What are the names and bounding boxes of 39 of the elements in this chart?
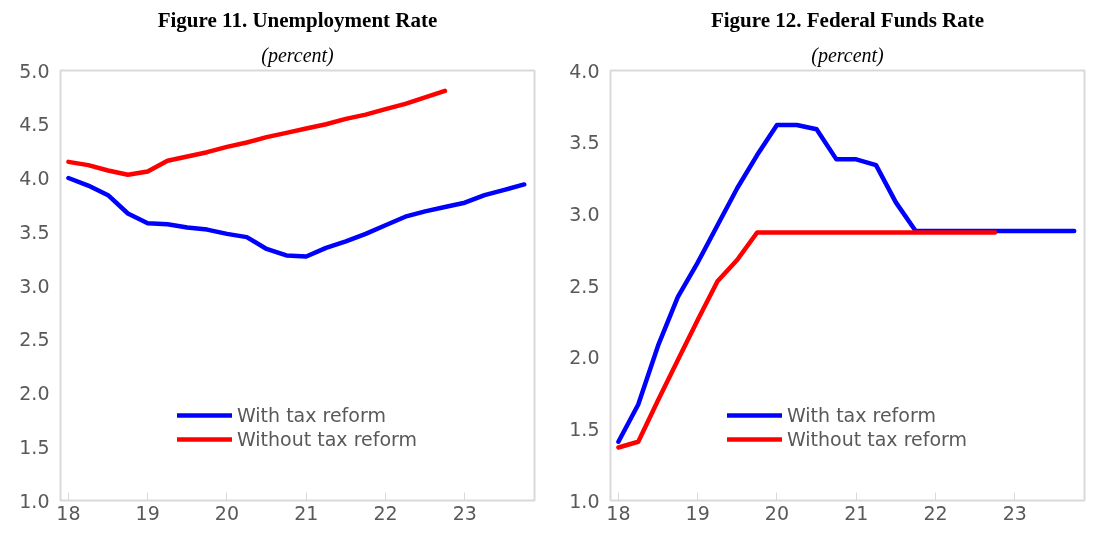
y-tick-label: 1.0 bbox=[569, 489, 600, 512]
x-tick-label: 22 bbox=[923, 501, 948, 524]
y-tick-label: 2.0 bbox=[19, 382, 50, 404]
line-series bbox=[616, 230, 998, 450]
y-tick-label: 3.5 bbox=[19, 220, 50, 243]
legend-label: With tax reform bbox=[236, 404, 386, 426]
x-tick-label: 19 bbox=[685, 501, 710, 524]
legend-label: With tax reform bbox=[786, 404, 936, 426]
y-tick-label: 2.5 bbox=[569, 274, 600, 297]
legend-label: Without tax reform bbox=[236, 428, 418, 450]
x-tick-label: 20 bbox=[214, 501, 240, 524]
x-tick-label: 20 bbox=[764, 501, 790, 524]
x-tick-label: 18 bbox=[606, 501, 631, 524]
y-tick-label: 4.0 bbox=[19, 167, 50, 189]
y-tick-label: 1.5 bbox=[19, 435, 50, 458]
y-tick-label: 3.5 bbox=[569, 131, 600, 154]
y-tick-label: 4.5 bbox=[19, 113, 50, 136]
y-tick-label: 3.0 bbox=[569, 202, 600, 225]
x-tick-label: 21 bbox=[844, 501, 869, 524]
y-tick-label: 1.0 bbox=[19, 489, 50, 512]
y-tick-label: 4.0 bbox=[569, 59, 600, 82]
y-tick-label: 5.0 bbox=[19, 59, 50, 82]
y-tick-label: 2.0 bbox=[569, 346, 600, 369]
chart-subtitle: (percent) bbox=[261, 43, 335, 67]
line-series bbox=[66, 88, 448, 178]
y-tick-label: 1.5 bbox=[569, 417, 600, 440]
x-tick-label: 18 bbox=[56, 501, 81, 524]
chart-title: Figure 11. Unemployment Rate bbox=[157, 7, 438, 32]
chart-subtitle: (percent) bbox=[811, 43, 885, 67]
chart-title: Figure 12. Federal Funds Rate bbox=[710, 7, 985, 32]
line-series bbox=[66, 175, 527, 259]
y-tick-label: 3.0 bbox=[19, 274, 50, 297]
x-tick-label: 19 bbox=[135, 501, 160, 524]
x-tick-label: 23 bbox=[1002, 501, 1027, 524]
x-tick-label: 23 bbox=[452, 501, 477, 524]
legend-label: Without tax reform bbox=[786, 428, 968, 450]
x-tick-label: 21 bbox=[294, 501, 319, 524]
x-tick-label: 22 bbox=[373, 501, 398, 524]
y-tick-label: 2.5 bbox=[19, 328, 50, 351]
